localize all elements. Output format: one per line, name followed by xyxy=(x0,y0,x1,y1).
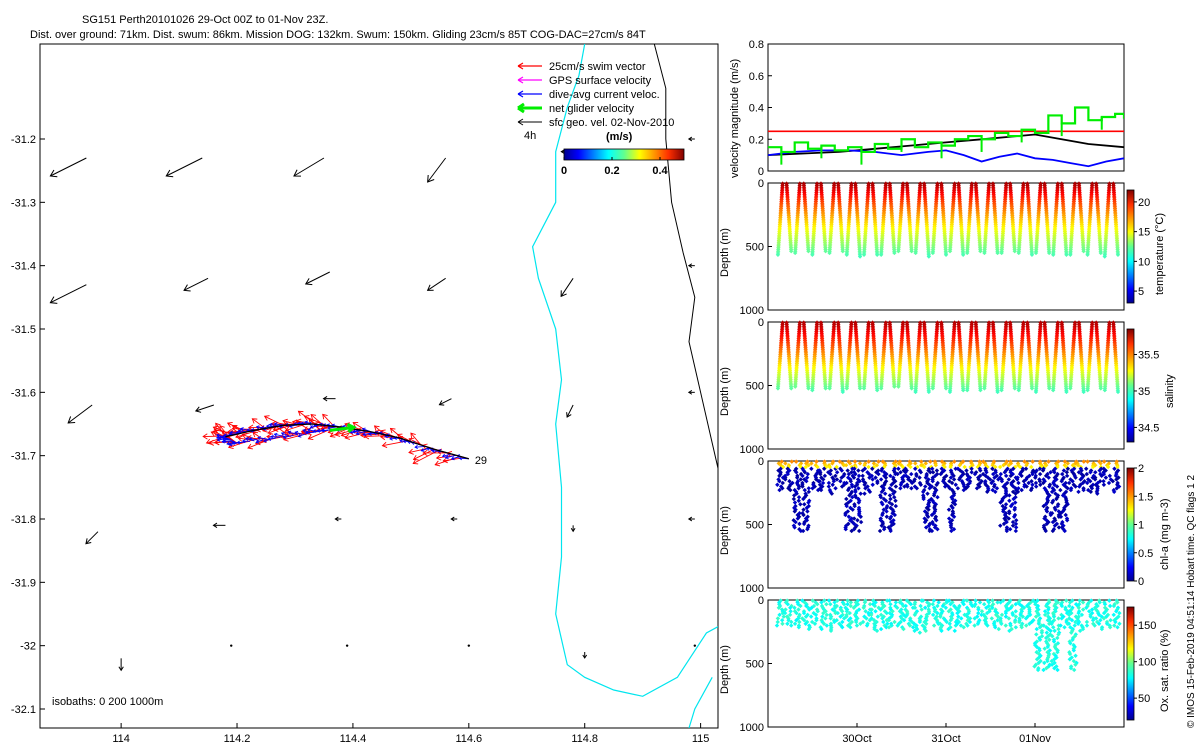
velocity-ylabel: velocity magnitude (m/s) xyxy=(729,59,741,178)
salinity-cbar-tick-label: 34.5 xyxy=(1138,422,1159,434)
map-ytick-label: -31.2 xyxy=(11,134,36,146)
temperature-colorbar-label: temperature (°C) xyxy=(1154,213,1166,295)
salinity-ytick-label: 0 xyxy=(758,317,764,329)
chla-cbar-tick-label: 1 xyxy=(1138,520,1144,532)
chla-cbar-tick-label: 0 xyxy=(1138,576,1144,588)
chla-ytick-label: 500 xyxy=(746,520,764,532)
salinity-colorbar-ticks: 34.5 35 35.5 xyxy=(1134,350,1159,435)
legend-label-sfc: sfc geo. vel. 02-Nov-2010 xyxy=(549,117,674,129)
oxygen-panel: 05001000 Depth (m) 50100150 Ox. sat. rat… xyxy=(719,595,1171,745)
temperature-panel: 0 500 1000 Depth (m) 5 10 15 20 temperature (… xyxy=(719,178,1166,317)
map-colorbar-title: (m/s) xyxy=(606,131,633,143)
map-ytick-label: -31.7 xyxy=(11,451,36,463)
velocity-ytick-label: 0 xyxy=(758,166,764,178)
header-line-2: Dist. over ground: 71km. Dist. swum: 86k… xyxy=(30,29,646,41)
map-ytick-label: -32 xyxy=(20,641,36,653)
chla-colorbar xyxy=(1127,468,1134,581)
sfc-vector-dot xyxy=(346,644,348,646)
salinity-ytick-label: 500 xyxy=(746,381,764,393)
salinity-cbar-tick-label: 35.5 xyxy=(1138,350,1159,362)
map-ytick-label: -31.6 xyxy=(11,387,36,399)
map-ytick-label: -31.9 xyxy=(11,577,36,589)
map-colorbar-gradient xyxy=(564,149,684,160)
temperature-cbar-tick-label: 5 xyxy=(1138,286,1144,298)
salinity-colorbar-label: salinity xyxy=(1164,374,1176,408)
map-ytick-label: -31.5 xyxy=(11,324,36,336)
header-line-1: SG151 Perth20101026 29-Oct 00Z to 01-Nov… xyxy=(82,14,328,26)
chla-colorbar-label: chl-a (mg m-3) xyxy=(1159,498,1171,570)
chla-panel: 0 500 1000 Depth (m) 0 0.5 1 1.5 2 chl-a (mg m… xyxy=(719,456,1171,595)
chla-ylabel: Depth (m) xyxy=(719,506,731,555)
velocity-ytick-label: 0.8 xyxy=(749,39,764,51)
temperature-ytick-label: 0 xyxy=(758,178,764,190)
legend-label-swim: 25cm/s swim vector xyxy=(549,61,646,73)
map-ytick-label: -32.1 xyxy=(11,704,36,716)
sfc-vector-dot xyxy=(694,644,696,646)
salinity-colorbar xyxy=(1127,329,1134,442)
map-xtick-label: 115 xyxy=(692,733,710,745)
dac-vector xyxy=(224,441,234,442)
velocity-ytick-label: 0.6 xyxy=(749,71,764,83)
salinity-y-axis: 0 500 1000 xyxy=(740,317,772,456)
chla-y-axis: 0 500 1000 xyxy=(740,456,772,595)
temperature-ylabel: Depth (m) xyxy=(719,228,731,277)
map-panel: 29 114 114.2 114.4 114.6 114.8 115 -31.2 -31.3… xyxy=(11,44,718,745)
chla-cbar-tick-label: 2 xyxy=(1138,463,1144,475)
chla-ytick-label: 0 xyxy=(758,456,764,468)
map-xtick-label: 114.8 xyxy=(571,733,598,745)
temperature-ytick-label: 500 xyxy=(746,242,764,254)
map-ytick-label: -31.4 xyxy=(11,261,36,273)
map-ytick-label: -31.3 xyxy=(11,197,36,209)
map-frame xyxy=(40,44,718,728)
map-ytick-label: -31.8 xyxy=(11,514,36,526)
legend-label-dac: dive-avg current veloc. xyxy=(549,89,660,101)
chla-ytick-label: 1000 xyxy=(740,583,764,595)
temperature-colorbar-ticks: 5 10 15 20 xyxy=(1134,197,1150,298)
glider-figure: SG151 Perth20101026 29-Oct 00Z to 01-Nov… xyxy=(0,0,1200,750)
sfc-vector-dot xyxy=(468,644,470,646)
map-xtick-label: 114.4 xyxy=(340,733,367,745)
isobaths-label: isobaths: 0 200 1000m xyxy=(52,696,163,708)
copyright-note: © IMOS 15-Feb-2019 04:51:14 Hobart time.… xyxy=(1186,475,1197,728)
map-xtick-label: 114 xyxy=(112,733,130,745)
chla-cbar-tick-label: 0.5 xyxy=(1138,548,1153,560)
velocity-panel: 0 0.2 0.4 0.6 0.8 velocity magnitude (m/s) xyxy=(729,39,1124,178)
sfc-vector-dot xyxy=(230,644,232,646)
salinity-cbar-tick-label: 35 xyxy=(1138,386,1150,398)
velocity-ytick-label: 0.2 xyxy=(749,134,764,146)
temperature-cbar-tick-label: 15 xyxy=(1138,227,1150,239)
salinity-ytick-label: 1000 xyxy=(740,444,764,456)
velocity-ytick-label: 0.4 xyxy=(749,103,764,115)
map-cbar-tick-label: 0 xyxy=(561,165,567,177)
temperature-y-axis: 0 500 1000 xyxy=(740,178,772,317)
temperature-ytick-label: 1000 xyxy=(740,305,764,317)
chla-cbar-tick-label: 1.5 xyxy=(1138,491,1153,503)
map-cbar-tick-label: 0.4 xyxy=(652,165,668,177)
legend-4h-label: 4h xyxy=(524,130,536,142)
temperature-colorbar xyxy=(1127,190,1134,303)
temperature-cbar-tick-label: 20 xyxy=(1138,197,1150,209)
map-xtick-label: 114.6 xyxy=(455,733,482,745)
map-cbar-tick-label: 0.2 xyxy=(604,165,619,177)
salinity-ylabel: Depth (m) xyxy=(719,367,731,416)
temperature-cbar-tick-label: 10 xyxy=(1138,256,1150,268)
chla-colorbar-ticks: 0 0.5 1 1.5 2 xyxy=(1134,463,1153,588)
map-xtick-label: 114.2 xyxy=(224,733,251,745)
track-end-label: 29 xyxy=(475,455,487,467)
legend-label-gps: GPS surface velocity xyxy=(549,75,652,87)
salinity-panel: 0 500 1000 Depth (m) 34.5 35 35.5 salinity xyxy=(719,317,1176,456)
legend-label-net: net glider velocity xyxy=(549,103,634,115)
